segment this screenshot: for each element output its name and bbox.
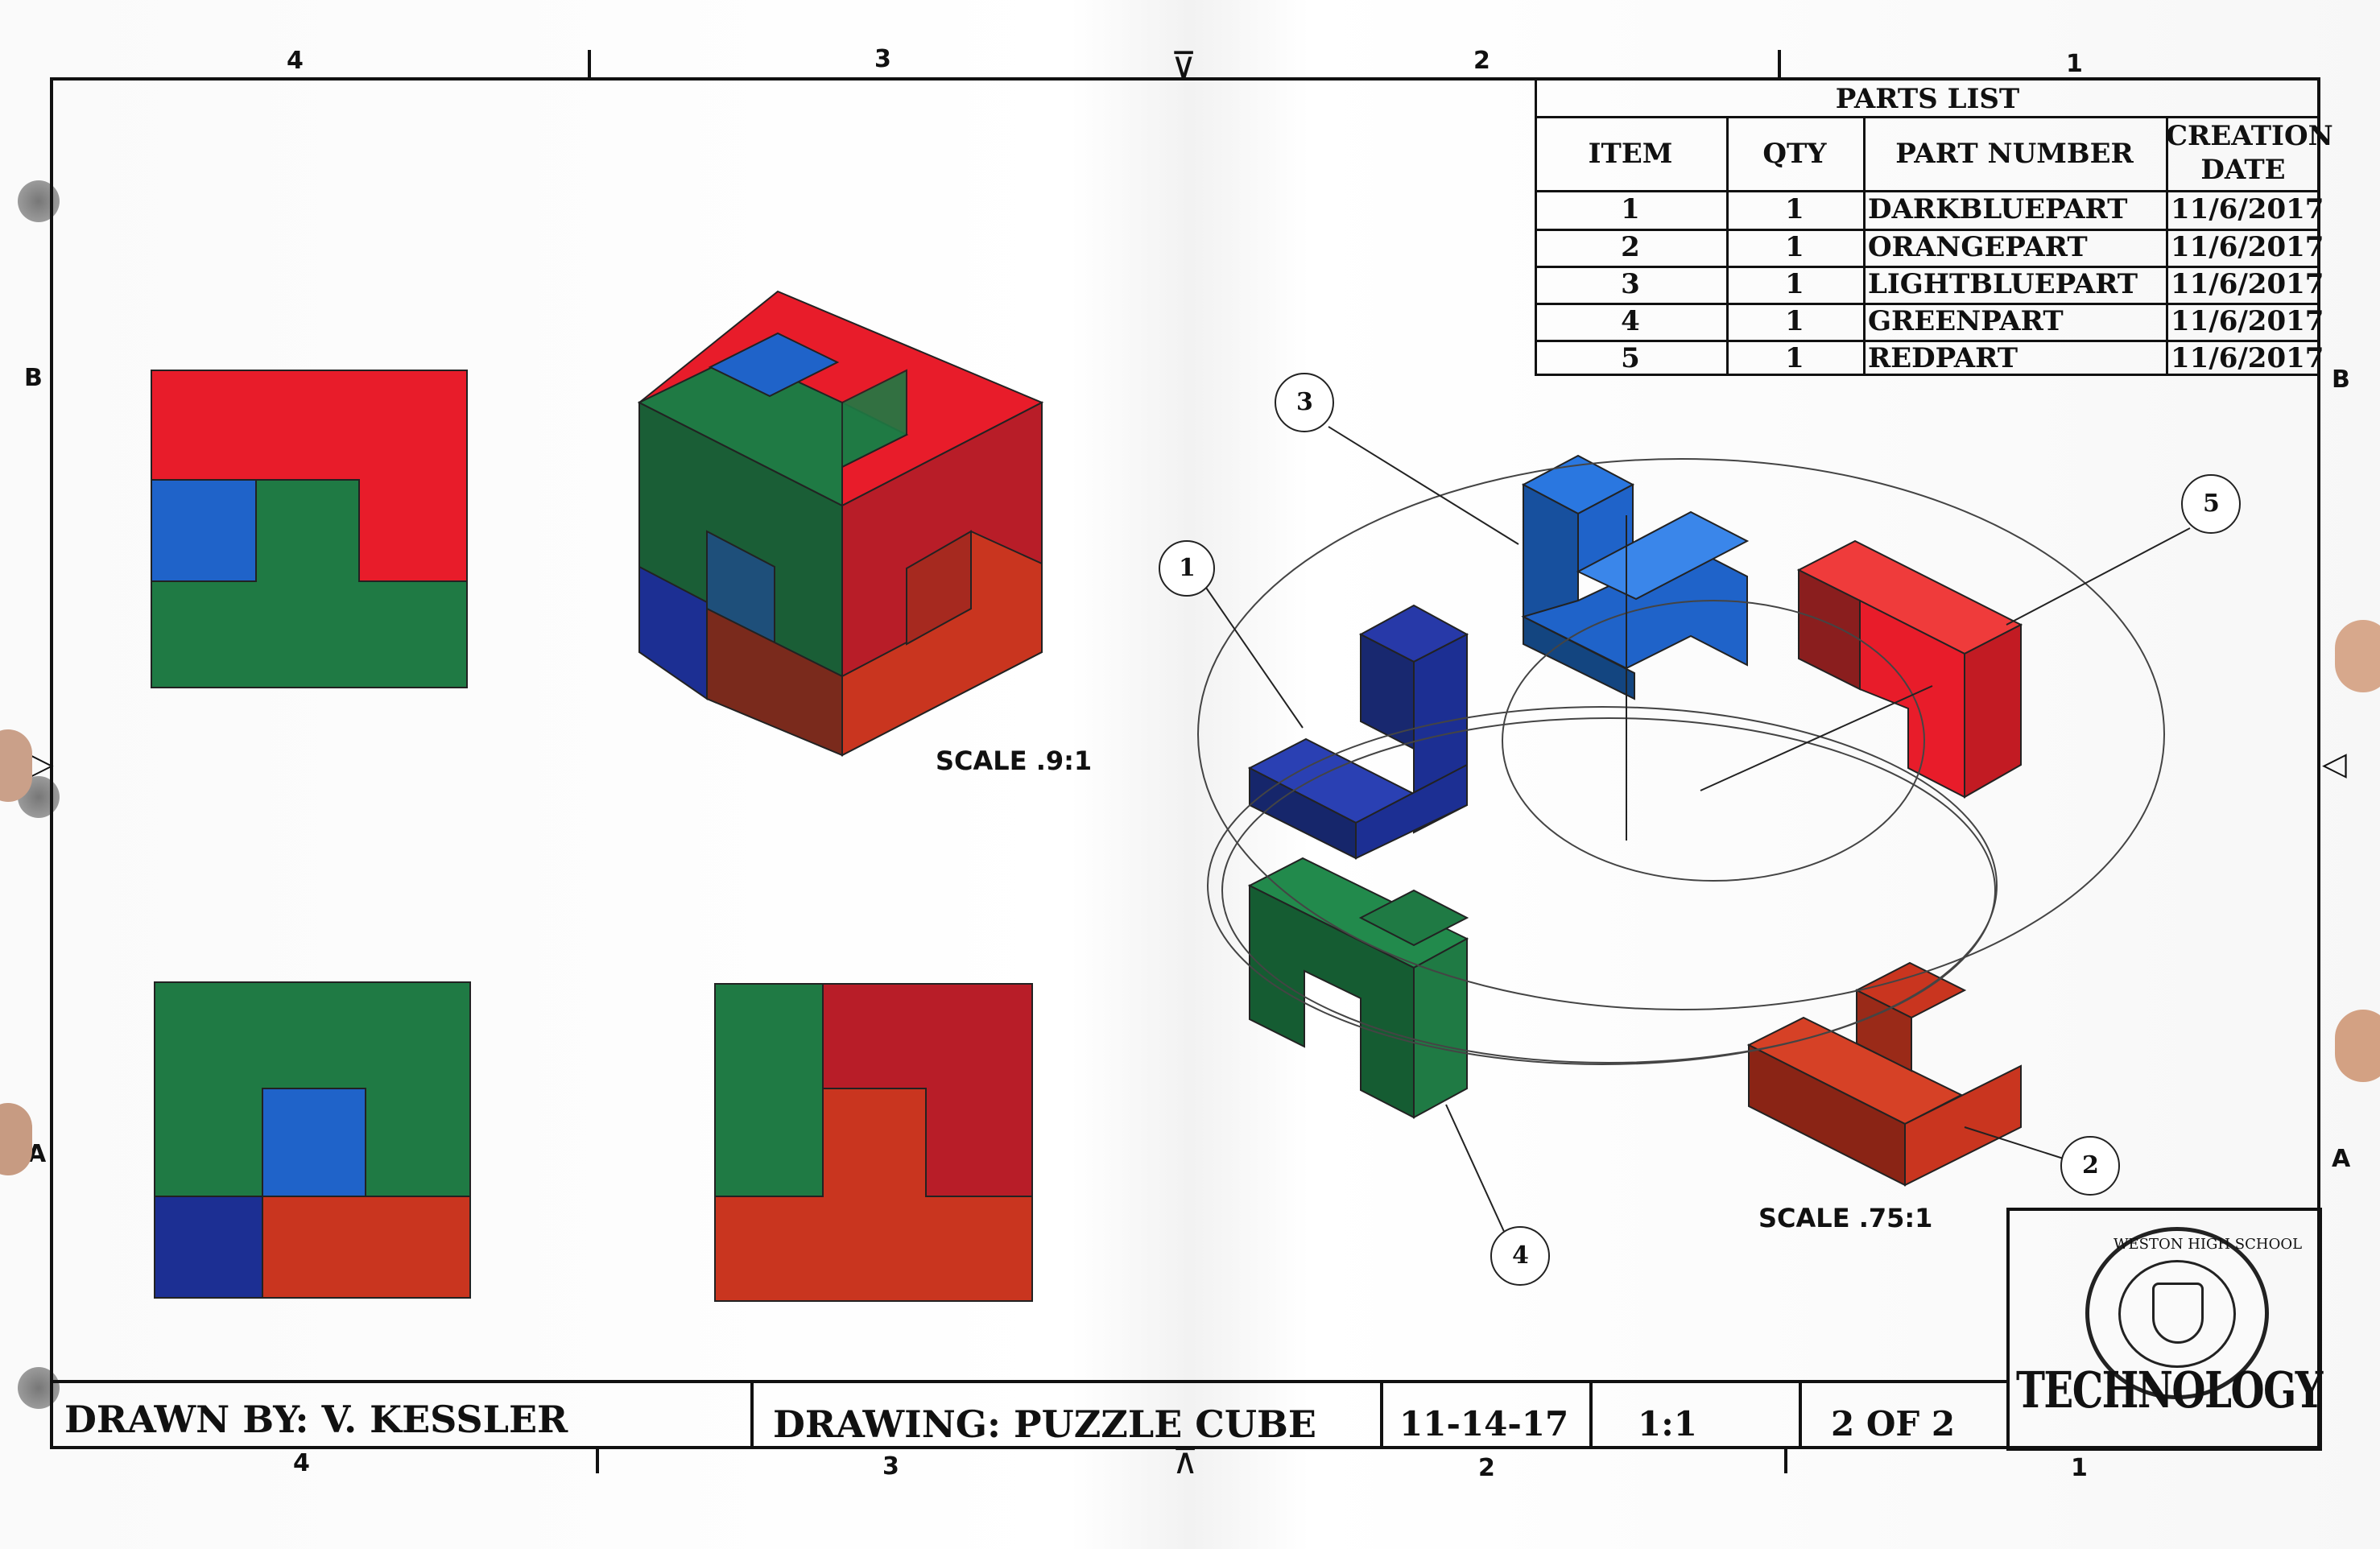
finger	[2335, 620, 2380, 692]
parts-list-title: PARTS LIST	[1835, 83, 2020, 115]
balloon-label: 3	[1296, 388, 1313, 416]
zone-label-right: B	[2332, 366, 2350, 394]
zone-tick	[588, 50, 591, 77]
column-header-qty: QTY	[1762, 138, 1827, 170]
logo-text: TECHNOLOGY	[2016, 1361, 2323, 1419]
part-orange	[1746, 961, 2022, 1187]
part-red	[1796, 539, 2023, 799]
title-block-lines	[50, 1208, 2322, 1451]
part-light-blue	[1521, 454, 1750, 700]
balloon-label: 2	[2082, 1151, 2099, 1179]
shield-icon	[2152, 1283, 2204, 1344]
zone-label-bottom: 3	[882, 1452, 899, 1481]
finger	[2335, 1010, 2380, 1082]
balloon-3	[1275, 373, 1334, 432]
parts-list-table: PARTS LIST ITEM QTY PART NUMBER CREATION…	[1535, 79, 2333, 376]
zone-label-bottom: 1	[2071, 1454, 2088, 1482]
seal-inner-ring	[2118, 1260, 2236, 1368]
drawing-name: DRAWING: PUZZLE CUBE	[773, 1402, 1316, 1446]
zone-label-top: 1	[2066, 50, 2083, 78]
zone-tick	[596, 1449, 599, 1473]
balloon-1	[1159, 540, 1215, 597]
drawing-scale: 1:1	[1638, 1404, 1697, 1444]
center-mark-bottom-icon: ⊼	[1172, 1441, 1199, 1482]
zone-label-bottom: 4	[293, 1449, 310, 1477]
column-header-part-number: PART NUMBER	[1895, 138, 2134, 170]
zone-label-bottom: 2	[1478, 1454, 1495, 1482]
finger	[0, 1103, 32, 1175]
balloon-4	[1490, 1226, 1550, 1286]
zone-label-top: 3	[874, 45, 891, 73]
bottom-view	[154, 981, 471, 1299]
balloon-5	[2181, 474, 2241, 534]
column-header-creation: CREATION	[2166, 120, 2333, 152]
zone-label-right: A	[2332, 1145, 2351, 1173]
school-seal-icon: WESTON HIGH SCHOOL	[2085, 1227, 2302, 1399]
isometric-scale-label: SCALE .9:1	[936, 746, 1093, 776]
drawing-date: 11-14-17	[1399, 1404, 1569, 1444]
balloon-label: 4	[1512, 1241, 1529, 1270]
zone-label-left: B	[24, 364, 43, 392]
front-view	[151, 370, 468, 688]
isometric-cube	[637, 290, 1044, 757]
balloon-2	[2060, 1136, 2120, 1196]
drawing-border	[50, 77, 2320, 1449]
zone-label-top: 4	[287, 47, 304, 75]
drawn-by: DRAWN BY: V. KESSLER	[64, 1398, 568, 1441]
path-ellipses	[1197, 458, 2165, 1065]
part-green	[1247, 857, 1469, 1119]
zone-tick	[1778, 50, 1781, 77]
zone-label-top: 2	[1473, 47, 1490, 75]
zone-tick	[1784, 1449, 1787, 1473]
part-dark-blue	[1247, 604, 1469, 860]
exploded-scale-label: SCALE .75:1	[1758, 1203, 1933, 1233]
finger	[0, 729, 32, 802]
side-view	[714, 983, 1033, 1302]
balloon-label: 1	[1179, 554, 1196, 582]
sheet-number: 2 OF 2	[1831, 1404, 1956, 1444]
column-header-item: ITEM	[1588, 138, 1673, 170]
balloon-leaders	[1205, 426, 2191, 1236]
balloon-label: 5	[2203, 489, 2220, 518]
column-header-date: DATE	[2200, 154, 2286, 186]
center-mark-right-icon: ◁	[2322, 746, 2347, 783]
center-mark-top-icon: ⊽	[1171, 45, 1197, 86]
seal-text: WESTON HIGH SCHOOL	[2113, 1236, 2303, 1253]
center-mark-left-icon: ▷	[29, 746, 54, 783]
